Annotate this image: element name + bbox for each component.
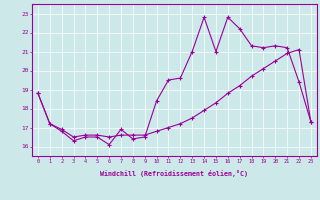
X-axis label: Windchill (Refroidissement éolien,°C): Windchill (Refroidissement éolien,°C) — [100, 170, 248, 177]
